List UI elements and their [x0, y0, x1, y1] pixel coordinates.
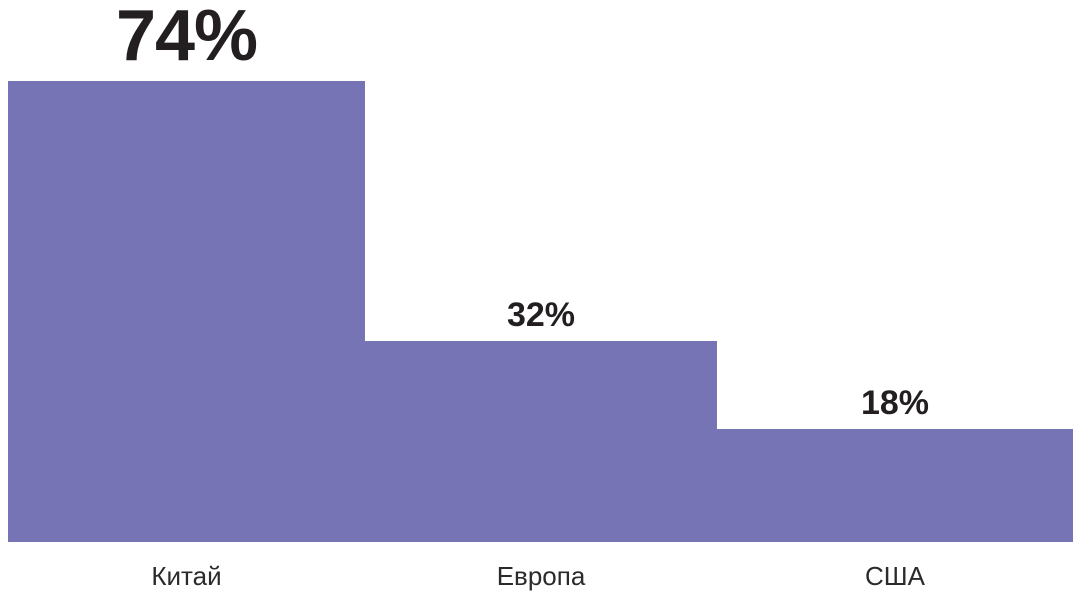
x-axis: Китай Европа США: [0, 542, 1079, 592]
bar-europe: [365, 341, 717, 542]
value-label-china: 74%: [115, 0, 258, 76]
bar-usa: [717, 429, 1073, 542]
plot-area: 74% 32% 18%: [8, 0, 1073, 542]
bar-column-europe: 32%: [365, 0, 717, 542]
bar-column-china: 74%: [8, 0, 365, 542]
category-label-europe: Европа: [496, 561, 586, 591]
category-label-usa: США: [865, 561, 925, 591]
bar-column-usa: 18%: [717, 0, 1073, 542]
value-label-usa: 18%: [860, 384, 930, 422]
bar-china: [8, 81, 365, 542]
value-label-europe: 32%: [506, 296, 576, 334]
category-label-china: Китай: [151, 561, 222, 591]
